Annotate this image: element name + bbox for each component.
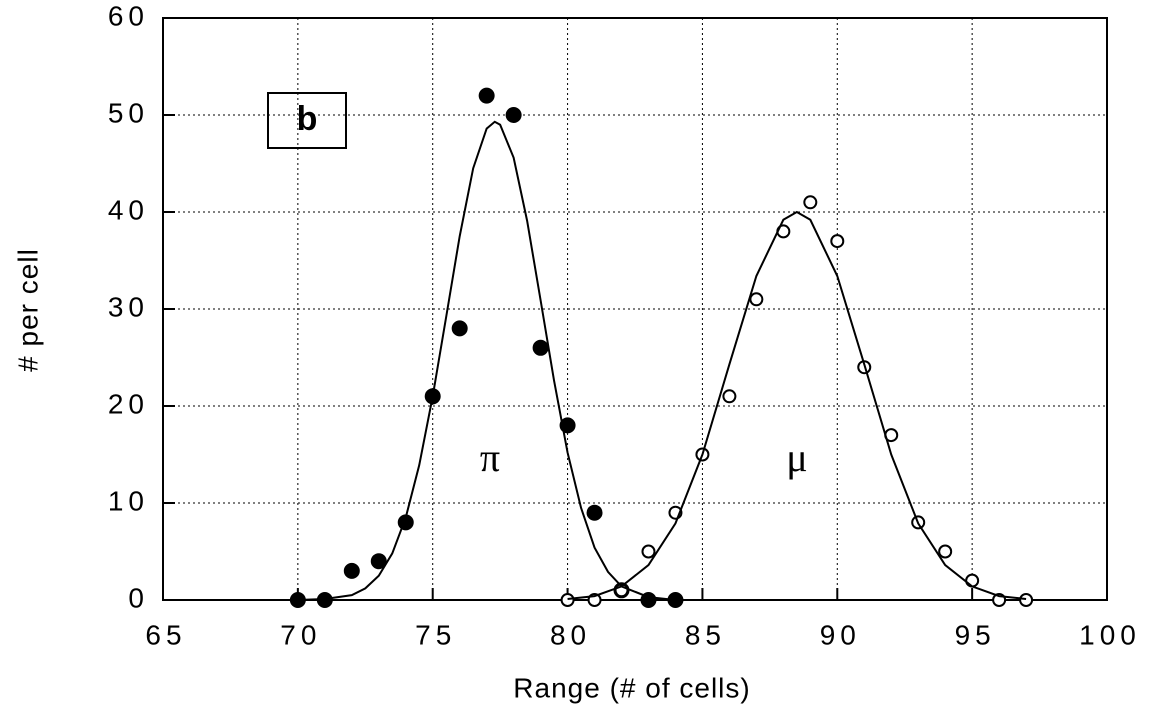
open-point [722,389,737,404]
y-tick-label: 30 [108,291,149,322]
open-point [803,195,818,210]
open-point [641,544,656,559]
x-axis-title: Range (# of cells) [513,672,750,703]
x-tick-label: 90 [820,619,861,650]
y-tick-label: 10 [108,485,149,516]
x-tick-label: 95 [955,619,996,650]
open-point [1019,593,1034,607]
open-point [965,573,980,588]
x-tick-label: 85 [685,619,726,650]
open-point [938,544,953,559]
y-tick-label: 50 [108,97,149,128]
filled-point [505,107,522,123]
open-point [560,593,575,607]
x-tick-label: 80 [550,619,591,650]
filled-point [586,504,603,521]
pi-label: π [480,435,500,480]
filled-point [532,339,549,356]
mu-label: μ [786,435,807,480]
y-tick-label: 60 [108,0,149,31]
filled-point [343,562,360,579]
fit-curve [297,120,676,601]
x-tick-label: 65 [145,619,186,650]
panel-label: b [297,100,318,138]
y-tick-label: 40 [108,194,149,225]
x-tick-label: 75 [415,619,456,650]
panel-label-box [267,92,347,149]
y-axis-title: # per cell [12,248,43,372]
y-tick-label: 20 [108,388,149,419]
fit-curve [567,210,1027,601]
plot-frame [162,17,1108,601]
y-tick-label: 0 [128,582,149,613]
x-tick-label: 100 [1079,619,1141,650]
filled-point [370,553,387,570]
open-point [749,292,764,307]
filled-point [478,87,495,104]
filled-point [451,320,468,337]
open-point [830,234,845,249]
x-tick-label: 70 [280,619,321,650]
